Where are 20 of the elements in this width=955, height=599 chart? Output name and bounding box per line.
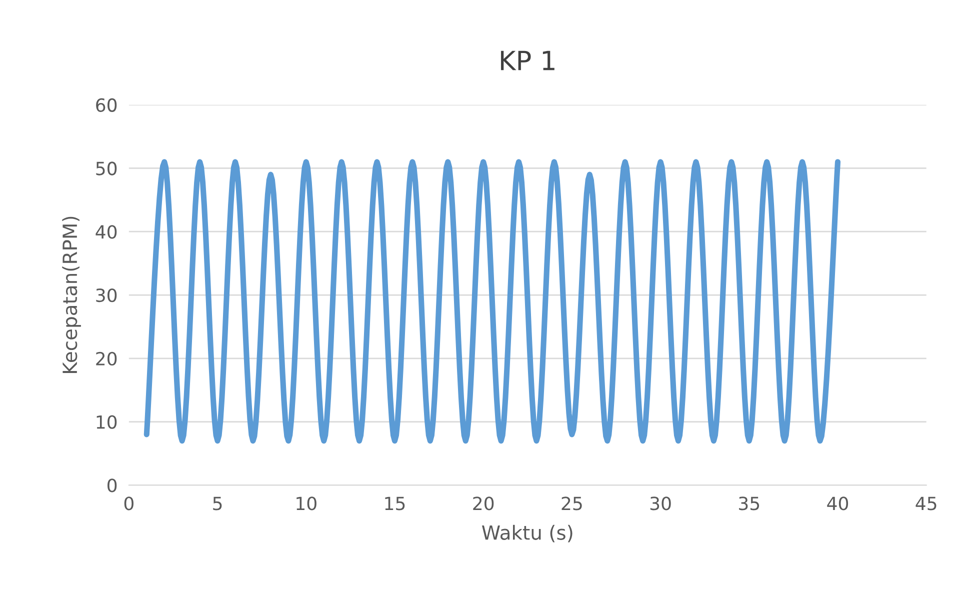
y-tick-label: 0 [108, 478, 117, 492]
x-tick-label: 5 [213, 496, 222, 510]
x-tick-label: 20 [473, 496, 494, 510]
x-tick-label: 40 [827, 496, 848, 510]
x-tick-label: 30 [650, 496, 671, 510]
y-tick-label: 60 [96, 98, 117, 112]
x-tick-label: 25 [562, 496, 582, 510]
x-tick-label: 35 [739, 496, 760, 510]
y-tick-label: 20 [96, 352, 117, 366]
x-tick-label: 15 [385, 496, 405, 510]
x-tick-label: 0 [124, 496, 134, 510]
chart-title: KP 1 [501, 50, 554, 70]
x-tick-label: 10 [296, 496, 316, 510]
y-tick-label: 10 [96, 415, 117, 429]
y-axis-title: Kecepatan(RPM) [62, 216, 81, 373]
y-tick-label: 50 [96, 162, 117, 176]
x-axis-title: Waktu (s) [482, 524, 572, 542]
x-tick-label: 45 [916, 496, 936, 510]
y-tick-label: 30 [96, 288, 117, 302]
y-tick-label: 40 [96, 225, 117, 239]
